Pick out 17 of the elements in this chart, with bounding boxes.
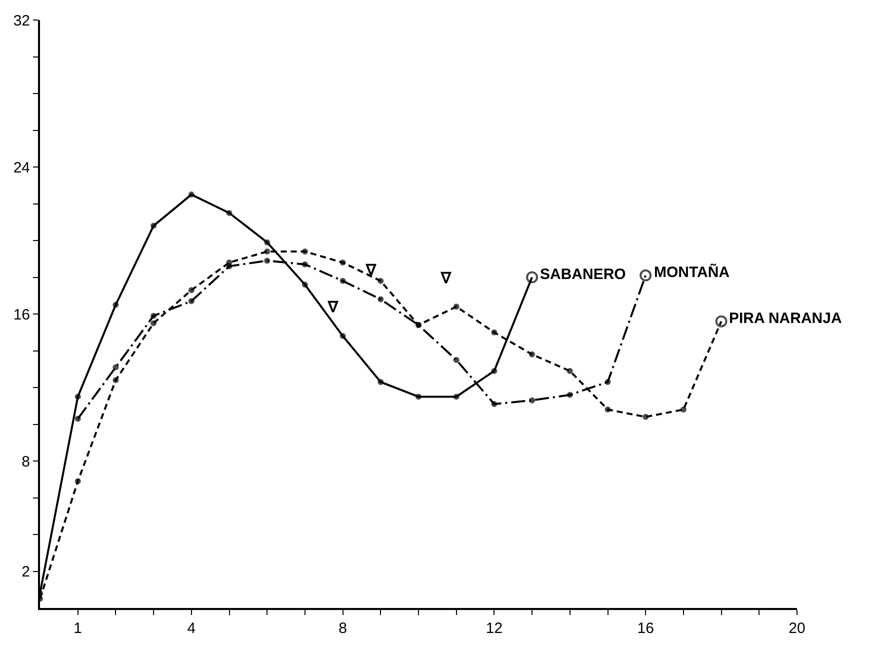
annotation: ∇ [440, 270, 452, 287]
y-tick-label: 24 [13, 159, 30, 176]
y-tick-label: 32 [13, 12, 30, 30]
x-tick-label: 20 [788, 620, 806, 637]
x-tick-label: 1 [74, 620, 82, 637]
annotation: ∇ [365, 262, 377, 279]
x-tick-label: 16 [637, 620, 654, 637]
x-tick-label: 4 [187, 620, 196, 637]
x-tick-label: 8 [338, 620, 347, 637]
x-tick-label: 12 [486, 620, 503, 637]
y-tick-label: 2 [22, 564, 30, 580]
series-label: MONTAÑA [654, 263, 730, 281]
series-label: PIRA NARANJA [729, 310, 842, 327]
series-label: SABANERO [540, 266, 626, 283]
y-tick-label: 16 [13, 306, 30, 324]
y-tick-label: 8 [22, 453, 30, 470]
annotation: ∇ [327, 299, 339, 316]
